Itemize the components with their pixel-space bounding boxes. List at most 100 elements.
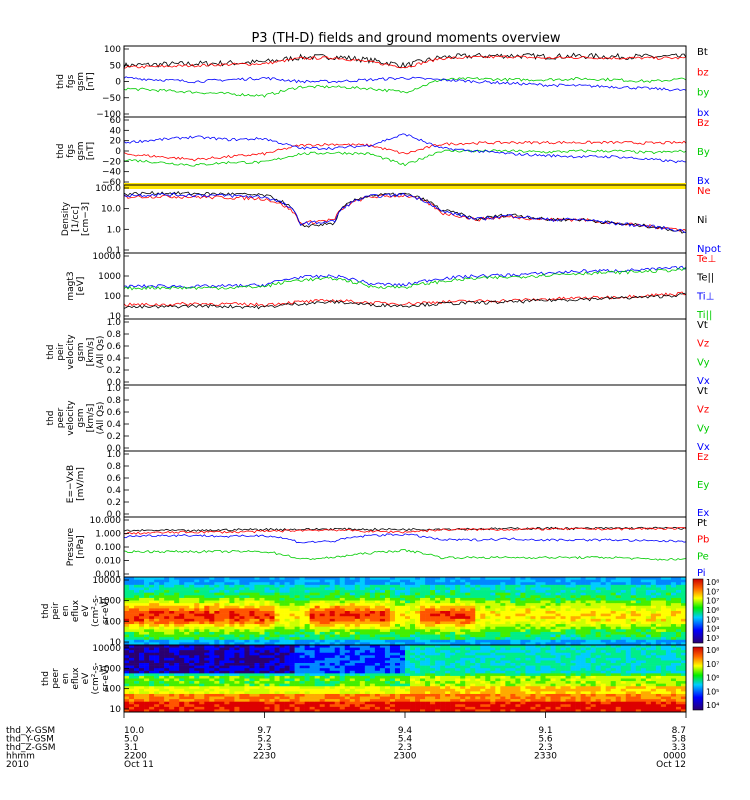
spectrogram-cell [410,590,416,593]
spectrogram-cell [580,577,586,580]
spectrogram-cell [204,634,210,638]
spectrogram-cell [309,608,315,612]
spectrogram-cell [129,655,135,659]
legend-label-Vz: Vz [697,405,709,416]
spectrogram-cell [159,665,165,669]
spectrogram-cell [389,693,396,697]
spectrogram-cell [229,691,235,695]
spectrogram-cell [450,582,456,586]
spectrogram-cell [490,579,496,583]
spectrogram-cell [294,652,300,656]
spectrogram-cell [475,592,481,596]
spectrogram-cell [379,645,386,648]
spectrogram-cell [349,660,356,664]
spectrogram-cell [595,579,601,583]
spectrogram-cell [344,605,351,609]
spectrogram-cell [485,603,491,607]
spectrogram-cell [169,605,175,609]
spectrogram-cell [450,647,456,651]
spectrogram-cell [480,611,486,614]
spectrogram-cell [510,639,516,643]
spectrogram-cell [394,668,401,672]
spectrogram-cell [389,603,396,607]
spectrogram-cell [149,693,155,697]
spectrogram-cell [149,652,155,656]
spectrogram-cell [154,647,160,651]
spectrogram-cell [545,582,551,586]
spectrogram-cell [154,663,160,666]
spectrogram-cell [389,699,396,702]
spectrogram-cell [575,605,581,609]
spectrogram-cell [314,597,320,601]
spectrogram-cell [229,624,235,627]
spectrogram-cell [650,618,657,622]
spectrogram-cell [470,590,476,593]
spectrogram-cell [495,603,501,607]
spectrogram-cell [324,655,331,659]
spectrogram-cell [359,668,366,672]
spectrogram-cell [620,577,627,580]
spectrogram-cell [254,616,260,620]
spectrogram-cell [334,681,341,684]
spectrogram-cell [179,634,185,638]
spectrogram-cell [415,631,421,635]
spectrogram-cell [364,605,371,609]
spectrogram-cell [164,626,170,630]
spectrogram-cell [239,639,245,643]
spectrogram-cell [214,699,220,702]
spectrogram-cell [605,592,612,596]
spectrogram-cell [470,650,476,654]
spectrogram-cell [625,616,632,620]
spectrogram-cell [415,704,421,708]
spectrogram-cell [540,631,546,635]
spectrogram-cell [369,611,376,614]
spectrogram-cell [179,639,185,643]
spectrogram-cell [415,652,421,656]
spectrogram-cell [214,660,220,664]
spectrogram-cell [580,642,586,646]
spectrogram-cell [560,613,566,617]
spectrogram-cell [354,579,361,583]
spectrogram-cell [379,616,386,620]
spectrogram-cell [650,577,657,580]
spectrogram-cell [259,673,265,677]
spectrogram-cell [440,600,446,604]
spectrogram-cell [249,618,255,622]
spectrogram-cell [650,600,657,604]
y-tick-label: 0.6 [107,408,122,418]
spectrogram-cell [535,626,541,630]
spectrogram-cell [174,678,180,682]
spectrogram-cell [299,683,305,687]
spectrogram-cell [289,650,295,654]
spectrogram-cell [209,579,215,583]
spectrogram-cell [294,693,300,697]
spectrogram-cell [164,616,170,620]
spectrogram-cell [244,600,250,604]
spectrogram-cell [540,642,546,646]
spectrogram-cell [515,600,521,604]
spectrogram-cell [209,603,215,607]
spectrogram-cell [289,605,295,609]
spectrogram-cell [139,696,145,700]
spectrogram-cell [460,701,466,705]
spectrogram-cell [660,624,667,627]
spectrogram-cell [389,660,396,664]
spectrogram-cell [670,624,677,627]
spectrogram-cell [665,613,672,617]
spectrogram-cell [535,597,541,601]
spectrogram-cell [229,686,235,690]
spectrogram-cell [655,595,662,599]
spectrogram-cell [184,613,190,617]
spectrogram-cell [179,605,185,609]
spectrogram-cell [349,670,356,674]
spectrogram-cell [174,686,180,690]
spectrogram-cell [615,637,622,641]
spectrogram-cell [164,624,170,627]
spectrogram-cell [184,624,190,627]
spectrogram-cell [440,681,446,684]
spectrogram-cell [274,706,280,710]
spectrogram-cell [500,626,506,630]
spectrogram-cell [520,621,526,625]
spectrogram-cell [169,655,175,659]
